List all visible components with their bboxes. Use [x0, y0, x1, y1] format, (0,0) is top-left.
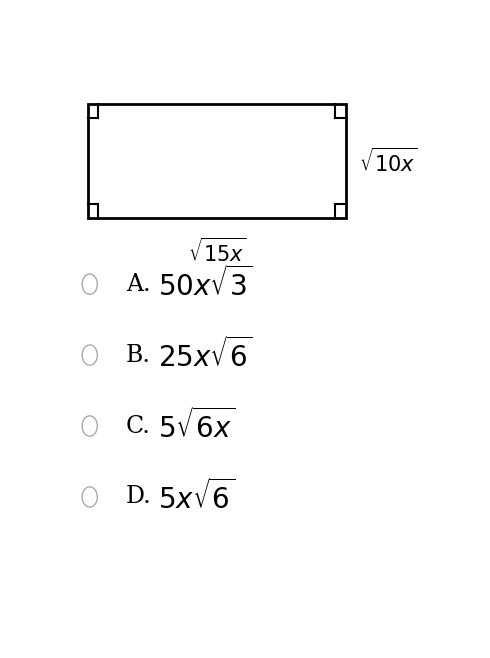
Text: $\sqrt{15x}$: $\sqrt{15x}$ [188, 238, 246, 266]
Text: C.: C. [126, 415, 151, 438]
Text: $\sqrt{10x}$: $\sqrt{10x}$ [359, 147, 418, 176]
Text: $50x\sqrt{3}$: $50x\sqrt{3}$ [158, 266, 253, 302]
Text: B.: B. [126, 343, 151, 367]
Bar [88, 105, 346, 218]
Text: $5x\sqrt{6}$: $5x\sqrt{6}$ [158, 479, 235, 515]
Text: D.: D. [126, 486, 151, 509]
Text: $25x\sqrt{6}$: $25x\sqrt{6}$ [158, 337, 253, 373]
Text: $5\sqrt{6x}$: $5\sqrt{6x}$ [158, 408, 235, 444]
Text: A.: A. [126, 272, 150, 295]
